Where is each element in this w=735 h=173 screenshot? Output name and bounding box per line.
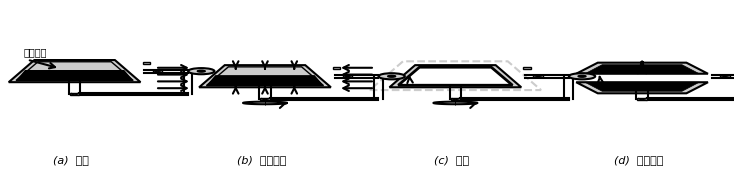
FancyBboxPatch shape (343, 75, 353, 77)
FancyBboxPatch shape (153, 70, 162, 72)
Circle shape (578, 75, 586, 77)
FancyBboxPatch shape (534, 75, 543, 77)
Text: 粉状塑料: 粉状塑料 (24, 47, 47, 57)
FancyBboxPatch shape (720, 75, 730, 77)
Circle shape (387, 75, 395, 77)
Text: (b)  加热旋转: (b) 加热旋转 (237, 155, 286, 165)
Polygon shape (576, 82, 708, 93)
Polygon shape (390, 65, 521, 87)
Polygon shape (585, 65, 699, 74)
FancyBboxPatch shape (451, 98, 460, 100)
FancyBboxPatch shape (637, 98, 647, 100)
Polygon shape (585, 82, 699, 91)
FancyBboxPatch shape (70, 93, 79, 95)
Polygon shape (16, 70, 133, 80)
Polygon shape (199, 65, 331, 87)
Circle shape (379, 73, 405, 79)
Polygon shape (9, 60, 140, 82)
FancyBboxPatch shape (260, 98, 270, 100)
Circle shape (188, 68, 215, 74)
Text: (c)  冷却: (c) 冷却 (434, 155, 469, 165)
Text: (d)  开模取件: (d) 开模取件 (614, 155, 663, 165)
Polygon shape (207, 75, 323, 86)
Text: (a)  加热: (a) 加热 (53, 155, 89, 165)
FancyBboxPatch shape (523, 67, 531, 69)
Polygon shape (576, 63, 708, 74)
FancyBboxPatch shape (143, 62, 150, 64)
Circle shape (197, 70, 205, 72)
Polygon shape (398, 67, 512, 85)
Circle shape (569, 73, 595, 79)
FancyBboxPatch shape (333, 67, 340, 69)
